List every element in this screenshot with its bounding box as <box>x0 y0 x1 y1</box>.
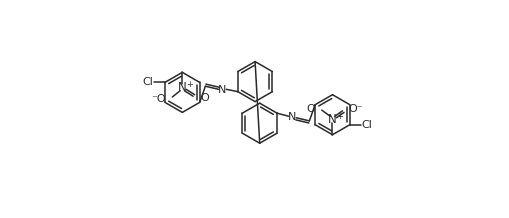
Text: Cl: Cl <box>361 120 372 130</box>
Text: +: + <box>186 80 193 89</box>
Text: O⁻: O⁻ <box>349 104 363 114</box>
Text: N: N <box>218 85 227 95</box>
Text: +: + <box>336 112 343 121</box>
Text: O: O <box>306 104 315 114</box>
Text: O: O <box>200 93 209 103</box>
Text: Cl: Cl <box>143 77 153 87</box>
Text: N: N <box>288 112 297 122</box>
Text: N: N <box>328 113 337 126</box>
Text: ⁻O: ⁻O <box>152 94 166 104</box>
Text: N: N <box>178 81 187 94</box>
